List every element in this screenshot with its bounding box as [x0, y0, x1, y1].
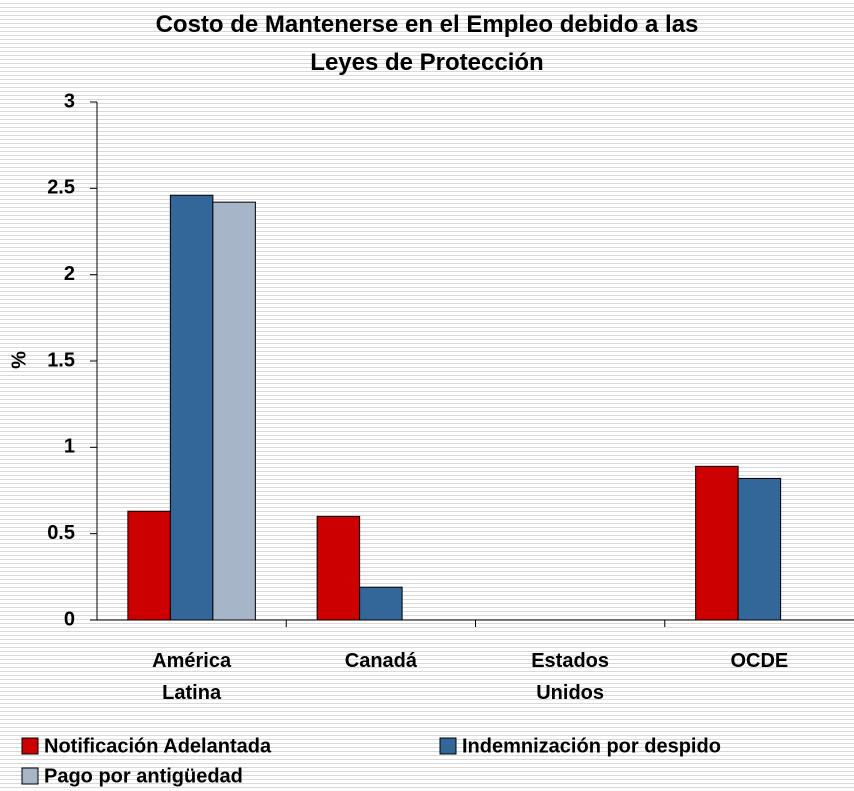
y-tick-label: 0 [64, 608, 75, 630]
y-tick-label: 1.5 [47, 349, 75, 371]
x-tick-label-line: Canadá [345, 650, 418, 672]
legend-label: Indemnización por despido [462, 735, 721, 757]
y-tick-label: 0.5 [47, 522, 75, 544]
x-tick-label: OCDE [730, 650, 788, 672]
bar [695, 465, 739, 621]
legend-label: Pago por antigüedad [44, 765, 243, 787]
bar [127, 510, 171, 621]
x-tick-label-line: OCDE [730, 650, 788, 672]
y-tick-label: 1 [64, 436, 75, 458]
legend-swatch [21, 737, 39, 755]
x-tick-label: Canadá [345, 650, 418, 672]
bar [359, 586, 403, 621]
y-tick-label: 2.5 [47, 177, 75, 199]
x-tick-label: Estados Unidos [531, 650, 609, 704]
x-tick-label: América Latina [152, 650, 232, 704]
y-axis-label: % [8, 351, 30, 369]
bar [737, 477, 782, 621]
legend-label: Notificación Adelantada [44, 735, 272, 757]
x-tick-label-line: Unidos [536, 682, 604, 704]
x-tick-label-line: Estados [531, 650, 609, 672]
title-box: Costo de Mantenerse en el Empleo debido … [0, 6, 854, 82]
bar [212, 201, 256, 621]
x-tick-label-line: Latina [162, 682, 222, 704]
bar [169, 194, 214, 621]
chart-title: Costo de Mantenerse en el Empleo debido … [155, 11, 699, 76]
legend-swatch [439, 737, 457, 755]
y-tick-label: 2 [64, 263, 75, 285]
legend-swatch [21, 767, 39, 785]
y-tick-label: 3 [64, 90, 75, 112]
bar [316, 515, 361, 621]
x-tick-label-line: América [152, 650, 232, 672]
